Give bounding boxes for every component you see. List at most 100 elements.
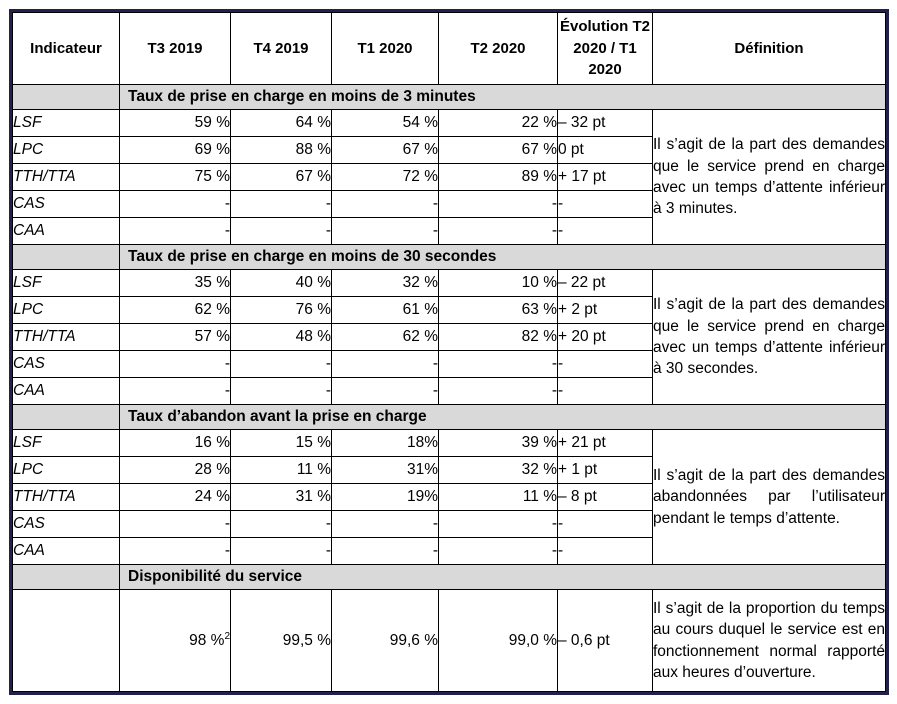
evolution-value: + 20 pt [557, 323, 653, 351]
quarter-value: 48 % [230, 323, 332, 351]
quarter-value: - [119, 190, 231, 218]
definition-text: Il s’agit de la part des demandes abando… [652, 429, 886, 565]
quarter-value: 82 % [438, 323, 558, 351]
indicator-row: LSF 16 % 15 % 18% 39 % + 21 pt Il s’agit de la… [12, 429, 886, 565]
quarter-value: 99,6 % [331, 589, 439, 692]
quarter-value: 22 % [438, 109, 558, 137]
evolution-value: + 21 pt [557, 429, 653, 457]
indicator-row: TTH/TTA 75 % 67 % 72 % 89 % + 17 pt [12, 163, 886, 191]
quarter-value: 61 % [331, 296, 439, 324]
indicators-table: Indicateur T3 2019 T4 2019 T1 2020 T2 20… [12, 12, 886, 692]
quarter-value: 40 % [230, 269, 332, 297]
section-band-spacer [12, 84, 120, 110]
definition-text: Il s’agit de la part des demandes que le… [652, 109, 886, 245]
indicator-label: LPC [12, 136, 120, 164]
column-header-definition: Définition [652, 12, 886, 85]
quarter-value: - [438, 350, 558, 378]
quarter-value: - [230, 537, 332, 565]
quarter-value: 75 % [119, 163, 231, 191]
column-header-t3-2019: T3 2019 [119, 12, 231, 85]
evolution-value: - [557, 537, 653, 565]
indicator-row: LSF 59 % 64 % 54 % 22 % – 32 pt Il s’agit de l… [12, 109, 886, 245]
quarter-value: - [331, 217, 439, 245]
quarter-value: - [331, 537, 439, 565]
quarter-value: - [230, 190, 332, 218]
indicator-label [12, 589, 120, 692]
column-header-t2-2020: T2 2020 [438, 12, 558, 85]
indicators-table-wrapper: Indicateur T3 2019 T4 2019 T1 2020 T2 20… [9, 9, 889, 695]
indicator-row: CAA - - - - - [12, 217, 886, 245]
evolution-value: - [557, 377, 653, 405]
evolution-value: – 0,6 pt [557, 589, 653, 692]
indicator-row: CAA - - - - - [12, 377, 886, 405]
indicator-label: LPC [12, 456, 120, 484]
quarter-value: 89 % [438, 163, 558, 191]
indicator-label: TTH/TTA [12, 163, 120, 191]
section-band-row: Taux de prise en charge en moins de 30 s… [12, 244, 886, 270]
quarter-value: 62 % [331, 323, 439, 351]
footnote-marker: 2 [224, 630, 230, 642]
quarter-value: - [438, 190, 558, 218]
quarter-value: - [438, 537, 558, 565]
section-band-spacer [12, 564, 120, 590]
quarter-value: 63 % [438, 296, 558, 324]
evolution-value: + 1 pt [557, 456, 653, 484]
column-header-t1-2020: T1 2020 [331, 12, 439, 85]
quarter-value: 76 % [230, 296, 332, 324]
quarter-value: 99,0 % [438, 589, 558, 692]
indicator-row: 98 %2 99,5 % 99,6 % 99,0 % – 0,6 pt Il s’agit… [12, 589, 886, 692]
quarter-value: 35 % [119, 269, 231, 297]
quarter-value: 16 % [119, 429, 231, 457]
indicator-label: LSF [12, 429, 120, 457]
quarter-value: - [230, 350, 332, 378]
evolution-value: + 17 pt [557, 163, 653, 191]
evolution-value: – 22 pt [557, 269, 653, 297]
quarter-value: - [119, 510, 231, 538]
quarter-value: 67 % [438, 136, 558, 164]
column-header-evolution: Évolution T2 2020 / T1 2020 [557, 12, 653, 85]
quarter-value: 57 % [119, 323, 231, 351]
quarter-value: 59 % [119, 109, 231, 137]
evolution-value: 0 pt [557, 136, 653, 164]
indicator-label: TTH/TTA [12, 323, 120, 351]
evolution-value: - [557, 350, 653, 378]
quarter-value: - [230, 510, 332, 538]
quarter-value: 72 % [331, 163, 439, 191]
evolution-value: - [557, 510, 653, 538]
evolution-value: – 32 pt [557, 109, 653, 137]
indicator-label: LSF [12, 109, 120, 137]
quarter-value: 19% [331, 483, 439, 511]
quarter-value: - [331, 350, 439, 378]
column-header-t4-2019: T4 2019 [230, 12, 332, 85]
indicator-label: CAA [12, 537, 120, 565]
indicator-row: CAS - - - - - [12, 350, 886, 378]
quarter-value: - [119, 350, 231, 378]
evolution-value: – 8 pt [557, 483, 653, 511]
indicator-label: CAS [12, 350, 120, 378]
quarter-value: 98 %2 [119, 589, 231, 692]
section-band-spacer [12, 404, 120, 430]
indicator-label: LSF [12, 269, 120, 297]
quarter-value: 31 % [230, 483, 332, 511]
section-title: Taux de prise en charge en moins de 3 mi… [119, 84, 886, 110]
quarter-value: 62 % [119, 296, 231, 324]
quarter-value: 31% [331, 456, 439, 484]
indicator-label: TTH/TTA [12, 483, 120, 511]
section-title: Taux de prise en charge en moins de 30 s… [119, 244, 886, 270]
indicator-row: LPC 28 % 11 % 31% 32 % + 1 pt [12, 456, 886, 484]
quarter-value: 69 % [119, 136, 231, 164]
column-header-indicateur: Indicateur [12, 12, 120, 85]
definition-text: Il s’agit de la proportion du temps au c… [652, 589, 886, 692]
quarter-value: 11 % [438, 483, 558, 511]
quarter-value: 32 % [438, 456, 558, 484]
quarter-value: 32 % [331, 269, 439, 297]
quarter-value: - [119, 377, 231, 405]
quarter-value: 10 % [438, 269, 558, 297]
quarter-value: - [230, 377, 332, 405]
evolution-value: + 2 pt [557, 296, 653, 324]
quarter-value: - [438, 217, 558, 245]
quarter-value: 18% [331, 429, 439, 457]
indicator-label: CAS [12, 190, 120, 218]
quarter-value: 24 % [119, 483, 231, 511]
